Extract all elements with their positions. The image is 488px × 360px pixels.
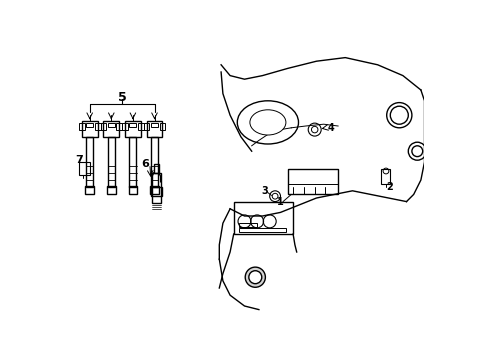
Bar bbox=[239, 228, 285, 232]
Bar bbox=[86, 137, 93, 187]
Bar bbox=[381, 169, 389, 184]
Bar bbox=[86, 123, 93, 127]
Bar bbox=[151, 123, 158, 127]
Text: 2: 2 bbox=[386, 182, 393, 192]
Circle shape bbox=[248, 271, 261, 284]
Text: 6: 6 bbox=[141, 159, 149, 169]
Bar bbox=[116, 123, 122, 130]
Text: 4: 4 bbox=[326, 123, 333, 133]
Bar bbox=[151, 137, 158, 187]
Bar bbox=[107, 137, 115, 187]
Bar bbox=[79, 162, 89, 175]
Bar bbox=[146, 121, 162, 137]
Bar bbox=[81, 121, 98, 137]
Bar bbox=[129, 137, 136, 187]
Bar bbox=[151, 187, 162, 196]
Bar bbox=[138, 123, 143, 130]
Text: 1: 1 bbox=[277, 197, 284, 207]
Circle shape bbox=[311, 126, 317, 133]
Bar bbox=[95, 123, 101, 130]
Bar bbox=[287, 169, 337, 184]
Text: 5: 5 bbox=[118, 91, 126, 104]
Bar bbox=[159, 123, 165, 130]
Circle shape bbox=[244, 267, 265, 287]
Bar bbox=[239, 223, 257, 227]
Bar bbox=[85, 186, 94, 194]
Bar bbox=[287, 169, 337, 194]
Bar bbox=[129, 123, 136, 127]
Bar bbox=[128, 186, 137, 194]
Circle shape bbox=[272, 193, 277, 199]
Bar bbox=[103, 121, 119, 137]
Bar bbox=[143, 123, 149, 130]
Ellipse shape bbox=[237, 101, 298, 144]
Bar bbox=[107, 123, 115, 127]
Bar bbox=[233, 202, 292, 234]
Bar bbox=[107, 186, 115, 194]
Ellipse shape bbox=[249, 110, 285, 135]
Text: 3: 3 bbox=[261, 186, 267, 196]
Bar bbox=[153, 164, 159, 173]
Bar bbox=[79, 123, 84, 130]
Bar bbox=[125, 121, 141, 137]
Bar bbox=[101, 123, 106, 130]
Bar bbox=[150, 186, 159, 194]
Text: 7: 7 bbox=[75, 155, 82, 165]
Bar bbox=[152, 173, 160, 203]
Bar bbox=[122, 123, 127, 130]
